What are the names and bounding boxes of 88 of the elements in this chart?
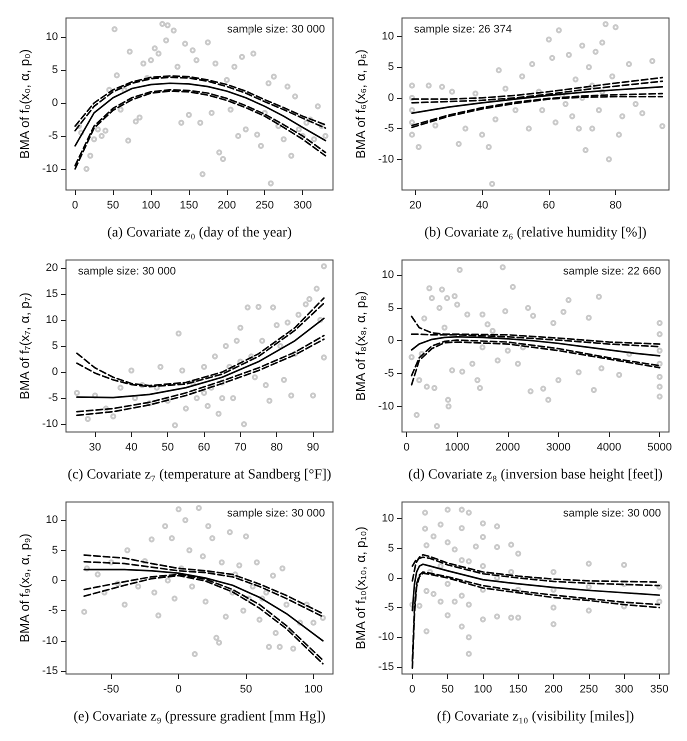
y-tick-label: 0 [52,366,58,378]
y-tick-label: -5 [48,392,58,404]
x-tick-label: 2000 [496,442,520,454]
x-tick-label: 300 [614,684,634,696]
x-axis-title: (c) Covariate z₇ (temperature at Sandberg [°F]) [68,468,332,482]
y-tick-label: 0 [388,572,394,584]
annotation: sample size: 26 374 [414,24,512,36]
y-tick-label: -10 [42,418,58,430]
x-tick-label: 80 [609,200,622,212]
y-tick-label: 10 [382,269,394,282]
x-tick-label: 5000 [647,442,672,454]
y-tick-label: 10 [46,31,58,44]
x-tick-label: 350 [650,684,669,696]
y-tick-label: 5 [388,61,394,74]
y-tick-label: -15 [378,660,394,673]
x-tick-label: 0 [72,200,78,212]
x-tick-label: 50 [162,442,174,454]
y-axis-title: BMA of f₈(x₈, α, p₈) [353,291,368,401]
annotation: sample size: 30 000 [563,508,662,520]
y-axis-title: BMA of f₀(x₀, α, p₀) [17,49,32,159]
y-tick-label: -5 [384,122,394,135]
y-tick-label: -10 [378,400,394,412]
annotation: sample size: 30 000 [78,266,176,278]
x-tick-label: 300 [293,200,312,212]
y-tick-label: -10 [42,162,58,175]
x-axis-title: (e) Covariate z₉ (pressure gradient [mm Hg]) [73,710,326,724]
x-tick-label: 90 [306,442,320,454]
x-tick-label: 20 [409,200,422,212]
x-tick-label: 0 [176,684,182,696]
y-axis-title: BMA of f₉(x₉, α, p₉) [17,534,32,642]
x-tick-label: 3000 [546,442,571,454]
x-axis-title: (b) Covariate z₆ (relative humidity [%]) [424,226,647,240]
x-tick-label: 70 [234,442,246,454]
x-tick-label: 0 [403,442,410,454]
y-tick-label: 15 [46,288,58,300]
y-tick-label: 5 [52,64,58,76]
annotation: sample size: 22 660 [563,266,662,278]
x-tick-label: 1000 [444,442,470,454]
y-axis-title: BMA of f₆(x₆, α, p₆) [353,49,368,159]
y-tick-label: 10 [382,30,394,42]
y-axis-title: BMA of f₇(x₇, α, p₇) [17,292,32,400]
x-tick-label: 200 [218,200,236,212]
x-tick-label: 50 [240,684,252,696]
y-tick-label: -5 [384,602,394,614]
y-tick-label: 20 [46,262,58,274]
x-tick-label: 50 [442,684,454,696]
x-tick-label: 60 [198,442,210,454]
x-tick-label: 250 [580,684,598,696]
y-tick-label: -10 [378,631,394,644]
annotation: sample size: 30 000 [227,24,326,36]
x-tick-label: 40 [125,442,138,454]
x-tick-label: 80 [270,442,283,454]
x-tick-label: 100 [142,200,160,212]
x-tick-label: 30 [88,442,102,454]
y-tick-label: 5 [388,542,394,554]
y-tick-label: 0 [388,92,394,104]
y-tick-label: 0 [52,574,58,586]
x-tick-label: 50 [106,200,120,212]
y-tick-label: -5 [384,368,394,380]
x-tick-label: 60 [542,200,555,212]
x-tick-label: 100 [304,684,323,696]
x-tick-label: -50 [103,684,120,696]
x-tick-label: 250 [256,200,274,212]
x-tick-label: 4000 [596,442,622,454]
y-tick-label: 10 [382,512,394,525]
y-tick-label: 5 [52,544,58,556]
x-tick-label: 150 [509,684,528,696]
x-axis-title: (a) Covariate z₀ (day of the year) [107,226,292,240]
x-axis-title: (d) Covariate z₈ (inversion base height [feet]) [408,468,664,482]
y-tick-label: 0 [52,97,58,110]
y-tick-label: 0 [388,334,394,347]
y-tick-label: -15 [42,664,58,677]
x-tick-label: 40 [476,200,488,212]
x-tick-label: 200 [544,684,563,696]
y-tick-label: 10 [46,314,58,326]
y-tick-label: -5 [48,130,58,142]
y-tick-label: 5 [52,340,58,352]
y-tick-label: -10 [378,153,394,166]
y-tick-label: -10 [42,634,58,647]
y-tick-label: -5 [48,604,58,617]
x-axis-title: (f) Covariate z₁₀ (visibility [miles]) [436,710,634,724]
y-tick-label: 5 [388,302,394,314]
y-tick-label: 10 [46,514,58,526]
y-axis-title: BMA of f₁₀(x₁₀, α, p₁₀) [353,526,368,650]
x-tick-label: 150 [180,200,198,212]
annotation: sample size: 30 000 [227,508,326,520]
x-tick-label: 100 [474,684,492,696]
x-tick-label: 0 [409,684,416,696]
